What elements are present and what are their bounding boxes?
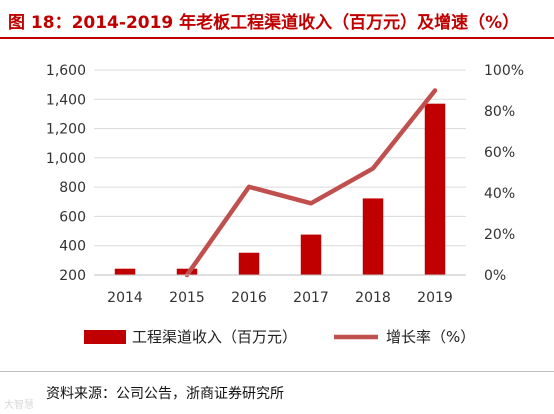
- bar: [424, 103, 446, 275]
- y-left-tick-label: 1,200: [46, 122, 86, 138]
- combo-chart: 200 400 600 800 1,000 1,200 1,400 1,600 0% 20% 40%…: [46, 63, 524, 346]
- y-left-tick-label: 1,600: [46, 63, 86, 79]
- legend-label-line: 增长率（%）: [386, 328, 475, 346]
- source-note: 资料来源：公司公告，浙商证券研究所: [46, 386, 284, 402]
- bars: [114, 103, 446, 275]
- bar: [114, 268, 136, 275]
- x-tick-label: 2015: [169, 290, 205, 306]
- legend-swatch-bar: [84, 330, 126, 344]
- y-left-tick-label: 400: [59, 239, 86, 255]
- title-divider: [0, 37, 554, 39]
- x-tick-label: 2014: [107, 290, 143, 306]
- y-left-tick-label: 200: [59, 268, 86, 284]
- growth-line-path: [184, 88, 438, 278]
- x-tick-label: 2018: [355, 290, 391, 306]
- x-tick-label: 2017: [293, 290, 329, 306]
- chart-title: 图 18：2014-2019 年老板工程渠道收入（百万元）及增速（%）: [8, 13, 520, 33]
- watermark: 大智慧: [4, 400, 34, 411]
- gridlines: [94, 69, 466, 276]
- x-tick-label: 2019: [417, 290, 453, 306]
- bar: [362, 198, 384, 275]
- growth-line: [184, 88, 438, 278]
- legend: 工程渠道收入（百万元） 增长率（%）: [84, 328, 475, 346]
- bar: [300, 234, 322, 275]
- bar: [238, 252, 260, 275]
- x-tick-label: 2016: [231, 290, 267, 306]
- y-right-tick-label: 80%: [484, 104, 515, 120]
- y-left-tick-label: 600: [59, 209, 86, 225]
- axes: 200 400 600 800 1,000 1,200 1,400 1,600 0% 20% 40%…: [46, 63, 524, 306]
- y-right-tick-label: 20%: [484, 227, 515, 243]
- y-left-tick-label: 1,400: [46, 92, 86, 108]
- y-right-tick-label: 0%: [484, 268, 506, 284]
- legend-label-bar: 工程渠道收入（百万元）: [132, 328, 297, 346]
- y-right-tick-label: 40%: [484, 186, 515, 202]
- source-divider: [0, 371, 554, 372]
- y-left-tick-label: 800: [59, 180, 86, 196]
- y-left-tick-label: 1,000: [46, 151, 86, 167]
- y-right-tick-label: 100%: [484, 63, 524, 79]
- y-right-tick-label: 60%: [484, 145, 515, 161]
